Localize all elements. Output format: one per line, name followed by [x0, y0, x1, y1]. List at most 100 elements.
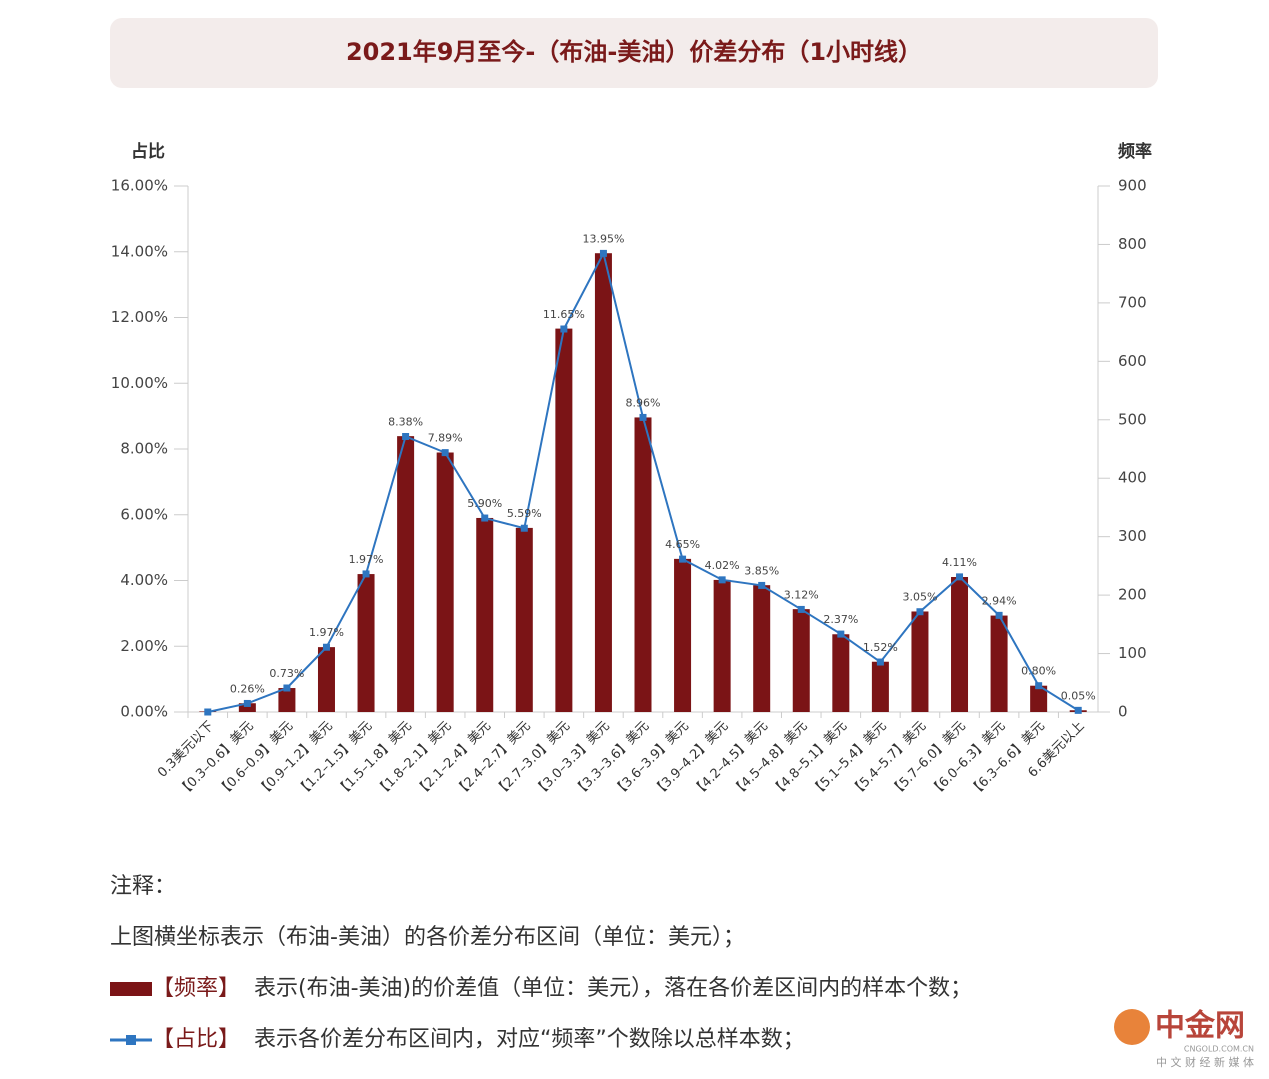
- y-tick-label: 10.00%: [111, 374, 168, 392]
- y2-tick-label: 100: [1118, 644, 1147, 662]
- data-label: 7.89%: [428, 432, 463, 445]
- line-marker: [995, 611, 1003, 619]
- data-label: 3.12%: [784, 588, 819, 601]
- y-tick-label: 0.00%: [120, 703, 168, 721]
- bar: [238, 703, 256, 712]
- bar: [397, 436, 415, 712]
- line-marker: [283, 684, 291, 692]
- brand-slogan: 中 文 财 经 新 媒 体: [1156, 1055, 1254, 1069]
- brand-site: CNGOLD.COM.CN: [1184, 1045, 1254, 1054]
- line-marker: [204, 708, 212, 716]
- line-marker: [758, 581, 766, 589]
- y2-tick-label: 800: [1118, 235, 1147, 253]
- y-tick-label: 12.00%: [111, 308, 168, 326]
- data-label: 4.02%: [705, 559, 740, 572]
- data-label: 0.73%: [269, 667, 304, 680]
- line-marker: [956, 573, 964, 581]
- bar: [990, 615, 1008, 712]
- line-marker: [560, 325, 568, 333]
- bar: [555, 328, 573, 712]
- data-label: 4.65%: [665, 538, 700, 551]
- line-marker: [599, 249, 607, 257]
- y-tick-label: 2.00%: [120, 637, 168, 655]
- bar: [713, 579, 731, 712]
- bar: [1030, 685, 1048, 712]
- line-marker: [1035, 682, 1043, 690]
- bar: [594, 253, 612, 712]
- legend-line-marker: [126, 1035, 136, 1045]
- line-marker: [402, 433, 410, 441]
- legend-text: 表示各价差分布区间内，对应“频率”个数除以总样本数；: [254, 1027, 805, 1052]
- y-tick-label: 4.00%: [120, 571, 168, 589]
- data-label: 3.05%: [902, 591, 937, 604]
- data-label: 5.59%: [507, 507, 542, 520]
- legend-text: 表示(布油-美油)的价差值（单位：美元），落在各价差区间内的样本个数；: [254, 976, 972, 1001]
- line-marker: [520, 524, 528, 532]
- y2-tick-label: 300: [1118, 527, 1147, 545]
- y2-tick-label: 0: [1118, 703, 1128, 721]
- y-tick-label: 14.00%: [111, 242, 168, 260]
- bar: [436, 452, 454, 712]
- legend-bar-icon: [110, 982, 152, 996]
- line-marker: [876, 658, 884, 666]
- legend-label: 【占比】: [152, 1027, 240, 1052]
- y-tick-label: 8.00%: [120, 440, 168, 458]
- legend-label: 【频率】: [152, 976, 240, 1001]
- data-label: 1.52%: [863, 641, 898, 654]
- y-tick-label: 6.00%: [120, 505, 168, 523]
- bar: [317, 647, 335, 712]
- bar: [951, 576, 969, 712]
- notes-heading: 注释：: [110, 874, 176, 899]
- data-label: 1.97%: [309, 626, 344, 639]
- y2-tick-label: 900: [1118, 177, 1147, 195]
- bar: [911, 611, 929, 712]
- data-label: 5.90%: [467, 497, 502, 510]
- line-marker: [639, 413, 647, 421]
- bar: [832, 634, 850, 712]
- line-marker: [243, 699, 251, 707]
- bar: [357, 574, 375, 712]
- bar: [476, 517, 494, 712]
- bar: [871, 661, 889, 712]
- data-label: 8.96%: [626, 396, 661, 409]
- bar: [278, 688, 296, 712]
- data-label: 0.80%: [1021, 665, 1056, 678]
- data-label: 13.95%: [582, 232, 624, 245]
- data-label: 1.97%: [349, 553, 384, 566]
- data-label: 0.26%: [230, 682, 265, 695]
- y2-tick-label: 600: [1118, 352, 1147, 370]
- y2-tick-label: 700: [1118, 293, 1147, 311]
- logo-icon: [1114, 1009, 1150, 1045]
- bar: [674, 558, 692, 712]
- line-marker: [441, 449, 449, 457]
- data-label: 2.37%: [823, 613, 858, 626]
- data-label: 3.85%: [744, 564, 779, 577]
- data-label: 11.65%: [543, 308, 585, 321]
- chart-title: 2021年9月至今-（布油-美油）价差分布（1小时线）: [346, 38, 922, 66]
- line-marker: [481, 514, 489, 522]
- title-box: [110, 18, 1158, 88]
- y-tick-label: 16.00%: [111, 177, 168, 195]
- line-marker: [679, 555, 687, 563]
- notes-line: 上图横坐标表示（布油-美油）的各价差分布区间（单位：美元）；: [110, 925, 745, 950]
- bar: [515, 527, 533, 712]
- data-label: 8.38%: [388, 416, 423, 429]
- data-label: 0.05%: [1061, 689, 1096, 702]
- line-marker: [797, 605, 805, 613]
- bar: [634, 417, 652, 712]
- brand: 中金网: [1155, 1009, 1245, 1044]
- bar: [792, 609, 810, 712]
- y2-tick-label: 500: [1118, 410, 1147, 428]
- line-marker: [362, 570, 370, 578]
- data-label: 4.11%: [942, 556, 977, 569]
- line-marker: [1074, 706, 1082, 714]
- y2-tick-label: 200: [1118, 586, 1147, 604]
- line-marker: [718, 576, 726, 584]
- y2-axis-title: 频率: [1118, 141, 1152, 162]
- data-label: 2.94%: [982, 594, 1017, 607]
- line-marker: [916, 608, 924, 616]
- line-marker: [322, 643, 330, 651]
- bar: [753, 585, 771, 712]
